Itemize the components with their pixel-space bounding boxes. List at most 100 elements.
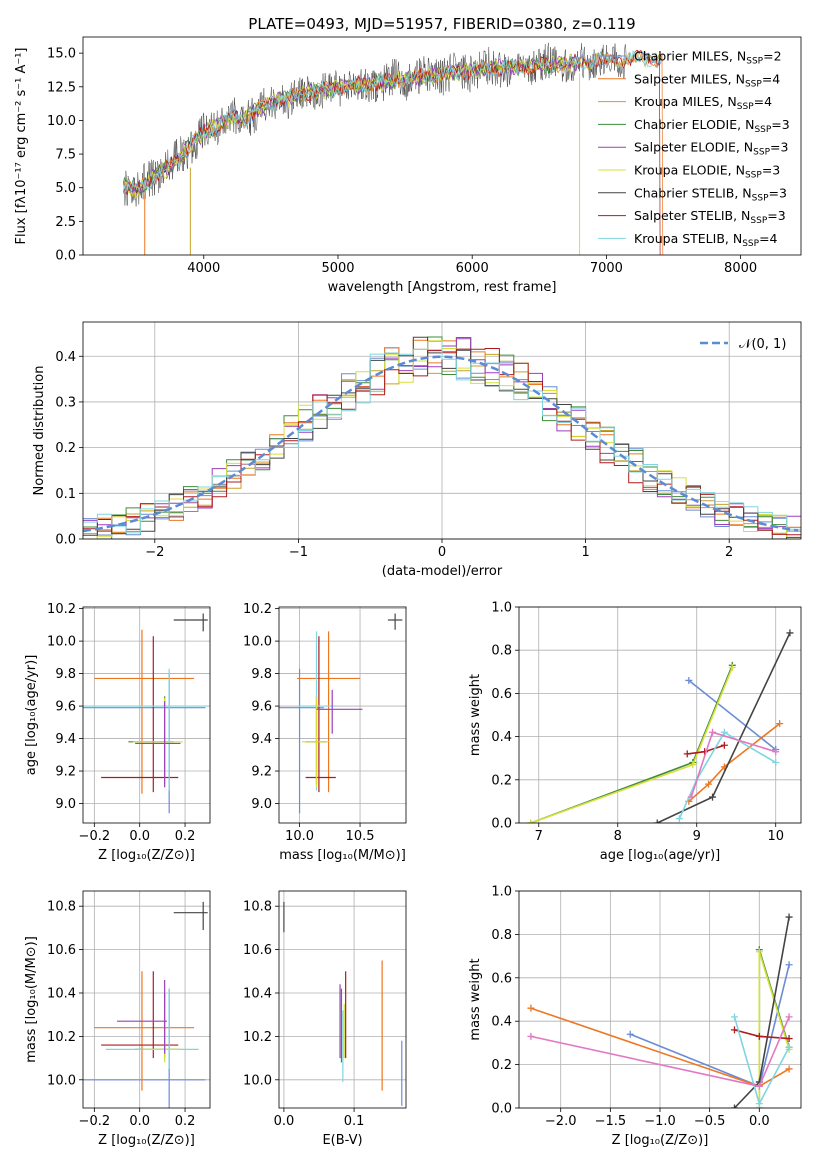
panel-age-vs-z: −0.2 0.0 0.2 9.0 9.2 9.4 9.6 9.8 10.0 10.2 Z [log₁… — [24, 602, 211, 863]
y-tick-label: 10.2 — [47, 1030, 76, 1045]
x-tick-label: 0.0 — [129, 1114, 150, 1129]
x-tick-label: −2 — [145, 545, 164, 560]
y-tick-label: 0.0 — [491, 817, 512, 832]
weight-point — [785, 1065, 793, 1073]
spectrum-line — [122, 56, 579, 196]
legend-label: Salpeter STELIB, NSSP=3 — [634, 208, 786, 226]
weight-point — [527, 1004, 535, 1012]
legend-label: Kroupa STELIB, NSSP=4 — [634, 231, 778, 249]
plot-area — [83, 901, 208, 1108]
weight-point — [720, 728, 728, 736]
y-tick-label: 10.0 — [243, 1073, 272, 1088]
plot-area — [83, 613, 208, 814]
weight-point — [785, 1013, 793, 1021]
axes-frame — [82, 890, 211, 1109]
y-tick-label: 0.0 — [55, 533, 76, 548]
panel-weight-vs-z: −2.0 −1.5 −1.0 −0.5 0.0 0.0 0.2 0.4 0.6 0.8 1.0 Z [… — [468, 885, 802, 1148]
weight-point — [730, 1104, 738, 1108]
y-tick-label: 0.6 — [491, 971, 512, 986]
weight-point — [730, 1013, 738, 1021]
x-tick-label: 10.5 — [346, 829, 375, 844]
y-tick-label: 0.2 — [491, 773, 512, 788]
y-tick-label: 9.8 — [251, 667, 272, 682]
weight-point — [689, 761, 697, 769]
weight-point — [772, 748, 780, 756]
panel-weight-vs-age: 7 8 9 10 0.0 0.2 0.4 0.6 0.8 1.0 age [log₁₀(age/yr… — [468, 601, 802, 863]
weight-point — [785, 961, 793, 969]
y-axis-label: Flux [fλ10⁻¹⁷ erg cm⁻² s⁻¹ A⁻¹] — [14, 48, 29, 245]
x-tick-label: 10 — [767, 829, 784, 844]
x-tick-label: 10.0 — [285, 829, 314, 844]
y-tick-label: 7.5 — [55, 148, 76, 163]
panel-spectrum: 4000 5000 6000 7000 8000 0.0 2.5 5.0 7.5 10.0 12.5… — [14, 15, 802, 295]
y-tick-label: 10.4 — [47, 986, 76, 1001]
x-axis-label: age [log₁₀(age/yr)] — [600, 848, 721, 863]
weight-point — [776, 720, 784, 728]
y-tick-label: 10.8 — [47, 900, 76, 915]
panel-mass-vs-ebv: 0.0 0.1 10.0 10.2 10.4 10.6 10.8 E(B-V) — [243, 890, 407, 1148]
legend-label: Chabrier ELODIE, NSSP=3 — [634, 117, 790, 135]
y-tick-label: 9.6 — [251, 700, 272, 715]
weight-point — [772, 759, 780, 767]
histogram-step — [83, 341, 801, 534]
y-tick-label: 10.2 — [47, 602, 76, 617]
y-axis-label: age [log₁₀(age/yr)] — [24, 655, 39, 776]
axes-frame — [82, 606, 211, 824]
y-tick-label: 10.0 — [47, 114, 76, 129]
x-tick-label: −2.0 — [545, 1114, 577, 1129]
y-tick-label: 10.6 — [47, 943, 76, 958]
y-tick-label: 0.4 — [491, 730, 512, 745]
y-tick-label: 9.0 — [251, 797, 272, 812]
x-tick-label: 0 — [438, 545, 446, 560]
y-tick-label: 9.6 — [55, 700, 76, 715]
weight-point — [728, 663, 736, 671]
weight-line — [530, 664, 734, 823]
axes-frame — [278, 890, 407, 1109]
plot-area — [279, 613, 403, 814]
weight-line — [733, 1016, 790, 1106]
plot-area — [527, 629, 794, 823]
y-tick-label: 9.4 — [55, 732, 76, 747]
plot-area — [122, 42, 664, 255]
y-tick-label: 10.0 — [47, 635, 76, 650]
weight-point — [755, 1082, 763, 1090]
weight-point — [709, 728, 717, 736]
y-axis-label: mass weight — [468, 674, 483, 756]
weight-point — [709, 793, 717, 801]
x-axis-label: E(B-V) — [322, 1133, 362, 1148]
plot-area — [83, 336, 801, 539]
y-tick-label: 9.4 — [251, 732, 272, 747]
spectrum-line — [122, 50, 660, 193]
x-tick-label: 1 — [581, 545, 589, 560]
legend-label: Salpeter MILES, NSSP=4 — [634, 71, 780, 89]
y-tick-label: 0.3 — [55, 395, 76, 410]
panel-mass-vs-z: −0.2 0.0 0.2 10.0 10.2 10.4 10.6 10.8 Z [log₁₀(Z… — [24, 890, 211, 1148]
y-tick-label: 10.2 — [243, 1030, 272, 1045]
y-tick-label: 0.1 — [55, 487, 76, 502]
y-axis-label: mass [log₁₀(M/M⊙)] — [24, 936, 39, 1063]
chart-title: PLATE=0493, MJD=51957, FIBERID=0380, z=0… — [248, 15, 635, 33]
legend-label: Chabrier MILES, NSSP=2 — [634, 49, 782, 67]
x-axis-label: Z [log₁₀(Z/Z⊙)] — [98, 848, 195, 863]
x-tick-label: −1 — [289, 545, 308, 560]
x-tick-label: −1.0 — [644, 1114, 676, 1129]
y-tick-label: 12.5 — [47, 80, 76, 95]
x-tick-label: 8 — [614, 829, 622, 844]
weight-line — [656, 632, 791, 823]
y-tick-label: 10.4 — [243, 986, 272, 1001]
weight-point — [675, 815, 683, 823]
y-tick-label: 2.5 — [55, 215, 76, 230]
legend-label: Kroupa ELODIE, NSSP=3 — [634, 163, 780, 181]
legend-label: Salpeter ELODIE, NSSP=3 — [634, 140, 788, 158]
axes-frame — [518, 606, 802, 824]
x-axis-label: (data-model)/error — [382, 564, 503, 579]
y-tick-label: 5.0 — [55, 181, 76, 196]
y-tick-label: 9.8 — [55, 667, 76, 682]
y-tick-label: 0.2 — [55, 441, 76, 456]
y-tick-label: 0.6 — [491, 687, 512, 702]
x-tick-label: −0.2 — [79, 829, 111, 844]
y-tick-label: 0.0 — [55, 249, 76, 264]
y-tick-label: 0.2 — [491, 1058, 512, 1073]
weight-point — [527, 819, 535, 823]
